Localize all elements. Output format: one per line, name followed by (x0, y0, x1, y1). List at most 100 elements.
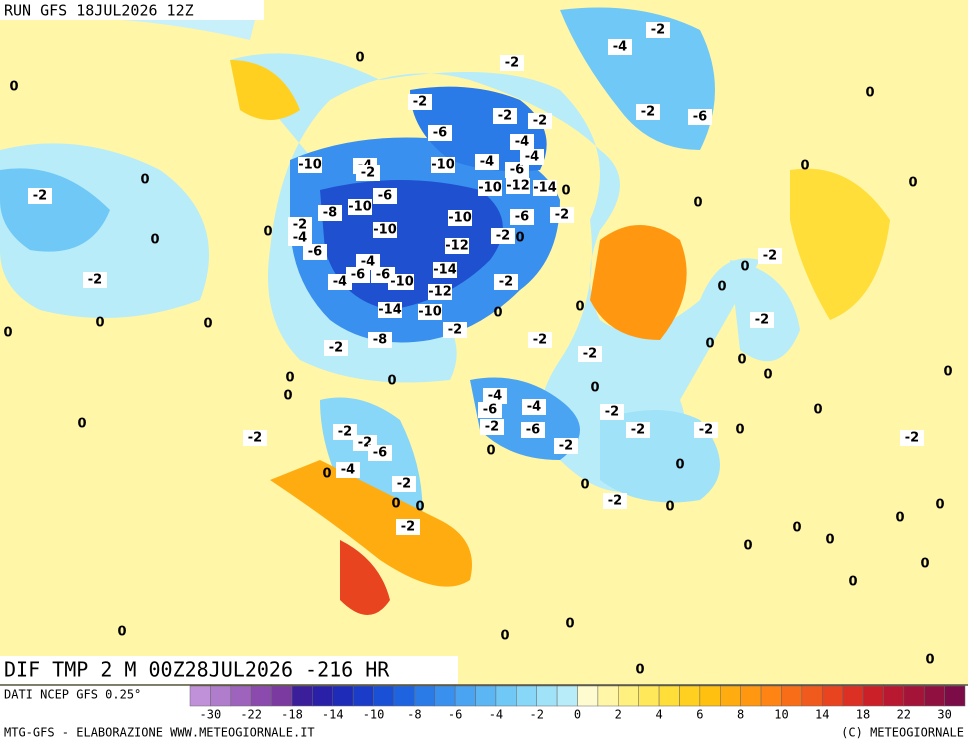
contour-label: -2 (88, 273, 102, 288)
contour-label: 0 (355, 51, 364, 66)
label-box (392, 476, 416, 492)
contour-label: -2 (248, 431, 262, 446)
contour-label: 0 (935, 498, 944, 513)
color-tick-label: -10 (363, 708, 385, 722)
contour-label: -2 (413, 95, 427, 110)
color-tick-label: -22 (240, 708, 262, 722)
label-box (373, 188, 397, 204)
color-tick-label: -30 (200, 708, 222, 722)
label-box (528, 113, 552, 129)
label-box (494, 274, 518, 290)
label-box (333, 424, 357, 440)
label-box (636, 104, 660, 120)
color-swatch (781, 685, 803, 707)
color-swatch (475, 685, 497, 707)
contour-label: -4 (293, 231, 307, 246)
color-swatch (291, 685, 313, 707)
color-bar: -30 -22 -18 -14 -10 -8 -6 -4 -2 0 2 4 6 8 10 14 18 22 30 (189, 685, 966, 722)
contour-label: 0 (580, 478, 589, 493)
label-box (475, 154, 499, 170)
contour-label: -4 (361, 255, 375, 270)
color-tick-label: 30 (937, 708, 951, 722)
label-box (373, 222, 397, 238)
label-box (510, 209, 534, 225)
contour-label: -8 (373, 333, 387, 348)
contour-label: -10 (448, 211, 472, 226)
label-box (493, 108, 517, 124)
data-source: DATI NCEP GFS 0.25° (4, 688, 141, 702)
contour-label: 0 (825, 533, 834, 548)
label-box (324, 340, 348, 356)
color-tick-label: 18 (856, 708, 870, 722)
contour-label: -4 (341, 463, 355, 478)
label-box (431, 157, 455, 173)
label-box (520, 149, 544, 165)
label-box (522, 399, 546, 415)
color-tick-label: 14 (815, 708, 829, 722)
run-info: RUN GFS 18JUL2026 12Z (4, 2, 194, 20)
label-box (900, 430, 924, 446)
label-box (433, 262, 457, 278)
color-tick-label: 8 (737, 708, 744, 722)
contour-label: 0 (737, 353, 746, 368)
label-box (646, 22, 670, 38)
contour-label: 0 (675, 458, 684, 473)
label-box (510, 134, 534, 150)
color-tick-label: 6 (696, 708, 703, 722)
label-box (608, 39, 632, 55)
color-swatch (189, 685, 211, 707)
label-box (600, 404, 624, 420)
color-swatch (618, 685, 639, 707)
map-background (0, 0, 968, 685)
color-swatch (414, 685, 435, 707)
color-swatch (230, 685, 252, 707)
label-box (303, 244, 327, 260)
contour-label: -14 (433, 263, 457, 278)
contour-label: -2 (583, 347, 597, 362)
contour-label: -2 (533, 114, 547, 129)
label-box (443, 322, 467, 338)
contour-label: -2 (555, 208, 569, 223)
label-box (288, 217, 312, 233)
contour-label: -2 (33, 189, 47, 204)
contour-label: 0 (283, 389, 292, 404)
color-tick-label: 2 (615, 708, 622, 722)
contour-label: 0 (735, 423, 744, 438)
contour-label: -12 (506, 179, 530, 194)
contour-label: 0 (140, 173, 149, 188)
label-box (480, 419, 504, 435)
color-swatch (760, 685, 782, 707)
contour-label: -2 (651, 23, 665, 38)
contour-label: 0 (763, 368, 772, 383)
contour-label: 0 (717, 280, 726, 295)
contour-label: -2 (533, 333, 547, 348)
color-swatch (842, 685, 864, 707)
label-box (428, 284, 452, 300)
color-swatch (577, 685, 599, 707)
label-box (750, 312, 774, 328)
label-box (626, 422, 650, 438)
contour-label: 0 (391, 497, 400, 512)
label-box (483, 388, 507, 404)
color-swatch (903, 685, 925, 707)
contour-label: 0 (515, 231, 524, 246)
contour-label: 0 (95, 316, 104, 331)
label-box (533, 180, 557, 196)
contour-label: -4 (480, 155, 494, 170)
contour-label: 0 (415, 500, 424, 515)
contour-label: 0 (387, 374, 396, 389)
label-box (603, 493, 627, 509)
label-box (688, 109, 712, 125)
contour-label: -2 (329, 341, 343, 356)
color-tick-label: -14 (322, 708, 344, 722)
contour-label: 0 (740, 260, 749, 275)
label-box (550, 207, 574, 223)
label-box (336, 462, 360, 478)
label-box (694, 422, 718, 438)
title-box (0, 656, 458, 684)
contour-label: -12 (428, 285, 452, 300)
contour-label: -2 (485, 420, 499, 435)
label-box (390, 274, 414, 290)
label-box (521, 422, 545, 438)
